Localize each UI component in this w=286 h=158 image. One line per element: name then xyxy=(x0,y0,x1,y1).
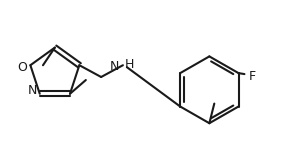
Text: F: F xyxy=(249,70,255,82)
Text: O: O xyxy=(17,61,27,74)
Text: N: N xyxy=(28,84,37,97)
Text: N: N xyxy=(110,60,119,73)
Text: H: H xyxy=(125,58,134,71)
